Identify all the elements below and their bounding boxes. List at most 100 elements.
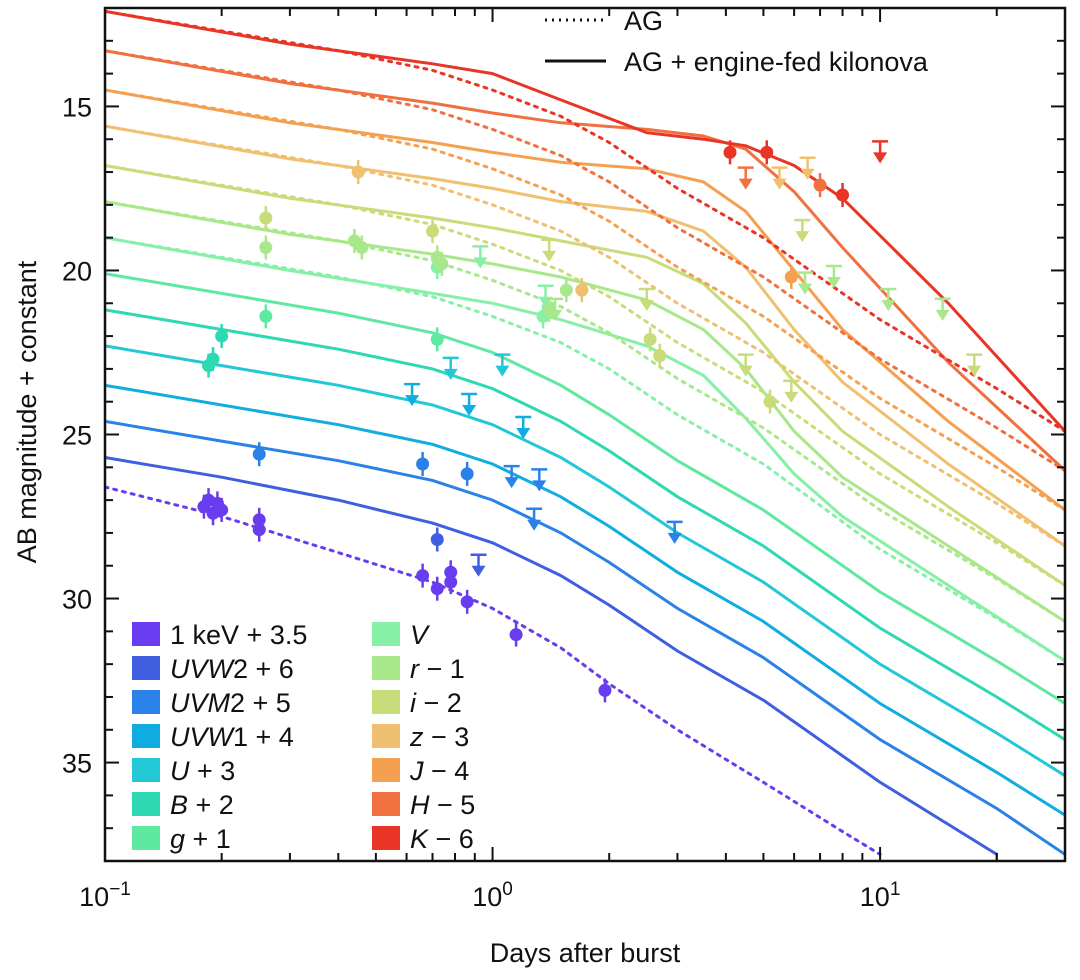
curve-3: [105, 383, 1065, 817]
x-tick-label-1: 100: [472, 879, 513, 912]
curve-ag-kn-12: [105, 49, 1065, 472]
y-tick-label-3: 30: [62, 585, 92, 615]
band-legend-label-10: z − 3: [409, 722, 469, 752]
data-point-12-0: [813, 178, 827, 192]
limit-arrow-2-2: [527, 519, 542, 531]
limit-arrow-8-2: [826, 277, 841, 289]
band-legend-swatch-13: [372, 826, 400, 850]
y-tick-label-2: 25: [62, 421, 92, 451]
curve-ag-kn-8: [105, 200, 1065, 623]
limit-arrow-3-0: [405, 395, 420, 407]
band-legend-swatch-5: [132, 792, 160, 816]
curve-4: [105, 344, 1065, 777]
style-legend: AG AG + engine-fed kilonova: [545, 6, 929, 77]
limit-arrow-9-2: [738, 365, 753, 377]
data-point-5-1: [206, 352, 220, 366]
limit-arrow-9-5: [967, 365, 982, 377]
data-point-2-1: [416, 457, 430, 471]
data-point-5-2: [215, 329, 229, 343]
data-point-9-1: [426, 224, 440, 238]
band-legend-label-8: r − 1: [410, 654, 465, 684]
band-legend-label-0: 1 keV + 3.5: [170, 620, 307, 650]
y-tick-label-1: 20: [62, 256, 92, 286]
y-tick-label-0: 15: [62, 92, 92, 122]
observations: [197, 140, 983, 703]
limit-arrow-3-2: [516, 427, 531, 439]
band-legend-label-5: B + 2: [170, 790, 234, 820]
data-point-9-0: [259, 211, 273, 225]
limit-arrow-9-3: [795, 231, 810, 243]
band-legend-label-7: V: [410, 620, 431, 650]
limit-arrow-9-4: [784, 391, 799, 403]
band-legend-label-3: UVW1 + 4: [170, 722, 294, 752]
curve-ag-7: [105, 236, 1065, 663]
style-legend-label-ag-kilonova: AG + engine-fed kilonova: [624, 47, 929, 77]
data-point-9-4: [763, 395, 777, 409]
curve-2: [105, 419, 1065, 856]
data-point-13-2: [836, 188, 850, 202]
curve-6: [105, 272, 1065, 705]
data-point-8-0: [259, 240, 273, 254]
limit-arrow-1-0: [471, 565, 486, 577]
curve-ag-kn-11: [105, 88, 1065, 512]
data-point-8-4: [435, 257, 449, 271]
limit-arrow-9-0: [542, 250, 557, 262]
data-point-1-0: [430, 532, 444, 546]
curve-1: [105, 456, 998, 856]
limit-arrow-2-3: [667, 532, 682, 544]
limit-arrow-2-0: [504, 477, 519, 489]
band-legend-swatch-11: [372, 758, 400, 782]
data-point-8-2: [355, 240, 369, 254]
band-legend-swatch-9: [372, 690, 400, 714]
limit-arrow-12-0: [738, 178, 753, 190]
band-legend-swatch-12: [372, 792, 400, 816]
limit-arrow-9-1: [639, 299, 654, 311]
data-point-0-6: [252, 523, 266, 537]
band-legend-swatch-8: [372, 656, 400, 680]
data-point-9-3: [653, 349, 667, 363]
style-legend-label-ag: AG: [624, 6, 663, 36]
band-legend-label-11: J − 4: [409, 756, 469, 786]
limit-arrow-7-0: [473, 257, 488, 269]
limit-arrow-8-0: [548, 309, 563, 321]
band-legend-swatch-7: [372, 622, 400, 646]
data-point-0-11: [460, 595, 474, 609]
band-legend-swatch-1: [132, 656, 160, 680]
curve-ag-kn-13: [105, 9, 1065, 433]
limit-arrow-4-1: [495, 365, 510, 377]
band-legend-swatch-2: [132, 690, 160, 714]
limit-arrow-13-0: [873, 152, 888, 164]
data-point-2-2: [460, 467, 474, 481]
curve-ag-kn-10: [105, 124, 1065, 548]
curve-5: [105, 308, 1065, 741]
band-legend-swatch-10: [372, 724, 400, 748]
data-point-0-13: [598, 683, 612, 697]
data-point-2-0: [252, 447, 266, 461]
data-point-0-7: [416, 569, 430, 583]
curve-ag-kn-9: [105, 164, 1065, 587]
limit-arrow-10-0: [772, 178, 787, 190]
data-point-0-8: [430, 582, 444, 596]
data-point-10-0: [351, 165, 365, 179]
y-axis-title: AB magnitude + constant: [12, 260, 42, 563]
axis-ticks: 10−1 100 101 15 20 25 30 35: [62, 8, 1066, 912]
data-point-13-1: [760, 145, 774, 159]
data-point-11-0: [784, 270, 798, 284]
x-tick-label-2: 101: [860, 879, 901, 912]
band-legend-swatch-4: [132, 758, 160, 782]
limit-arrow-4-0: [443, 368, 458, 380]
curve-ag-kn-7: [105, 236, 1065, 663]
data-point-9-2: [643, 332, 657, 346]
band-legend-label-9: i − 2: [410, 688, 462, 718]
band-legend-label-12: H − 5: [410, 790, 475, 820]
data-point-0-10: [444, 565, 458, 579]
data-point-13-0: [723, 145, 737, 159]
model-curves: [105, 9, 1065, 856]
data-point-6-0: [259, 309, 273, 323]
limit-arrow-10-1: [800, 168, 815, 180]
data-point-6-1: [430, 332, 444, 346]
limit-arrow-3-1: [462, 404, 477, 416]
band-legend-label-6: g + 1: [170, 824, 231, 854]
band-legend-label-13: K − 6: [410, 824, 474, 854]
